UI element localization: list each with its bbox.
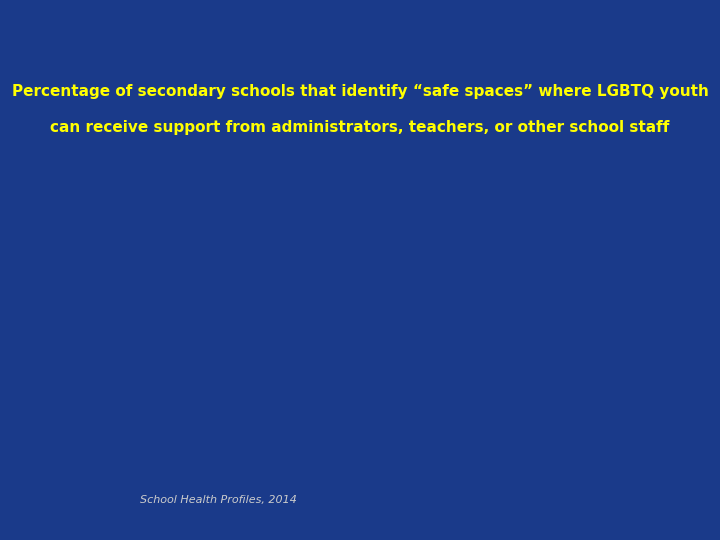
Text: Percentage of secondary schools that identify “safe spaces” where LGBTQ youth: Percentage of secondary schools that ide… bbox=[12, 84, 708, 99]
Text: School Health Profiles, 2014: School Health Profiles, 2014 bbox=[140, 495, 297, 504]
Text: can receive support from administrators, teachers, or other school staff: can receive support from administrators,… bbox=[50, 120, 670, 134]
